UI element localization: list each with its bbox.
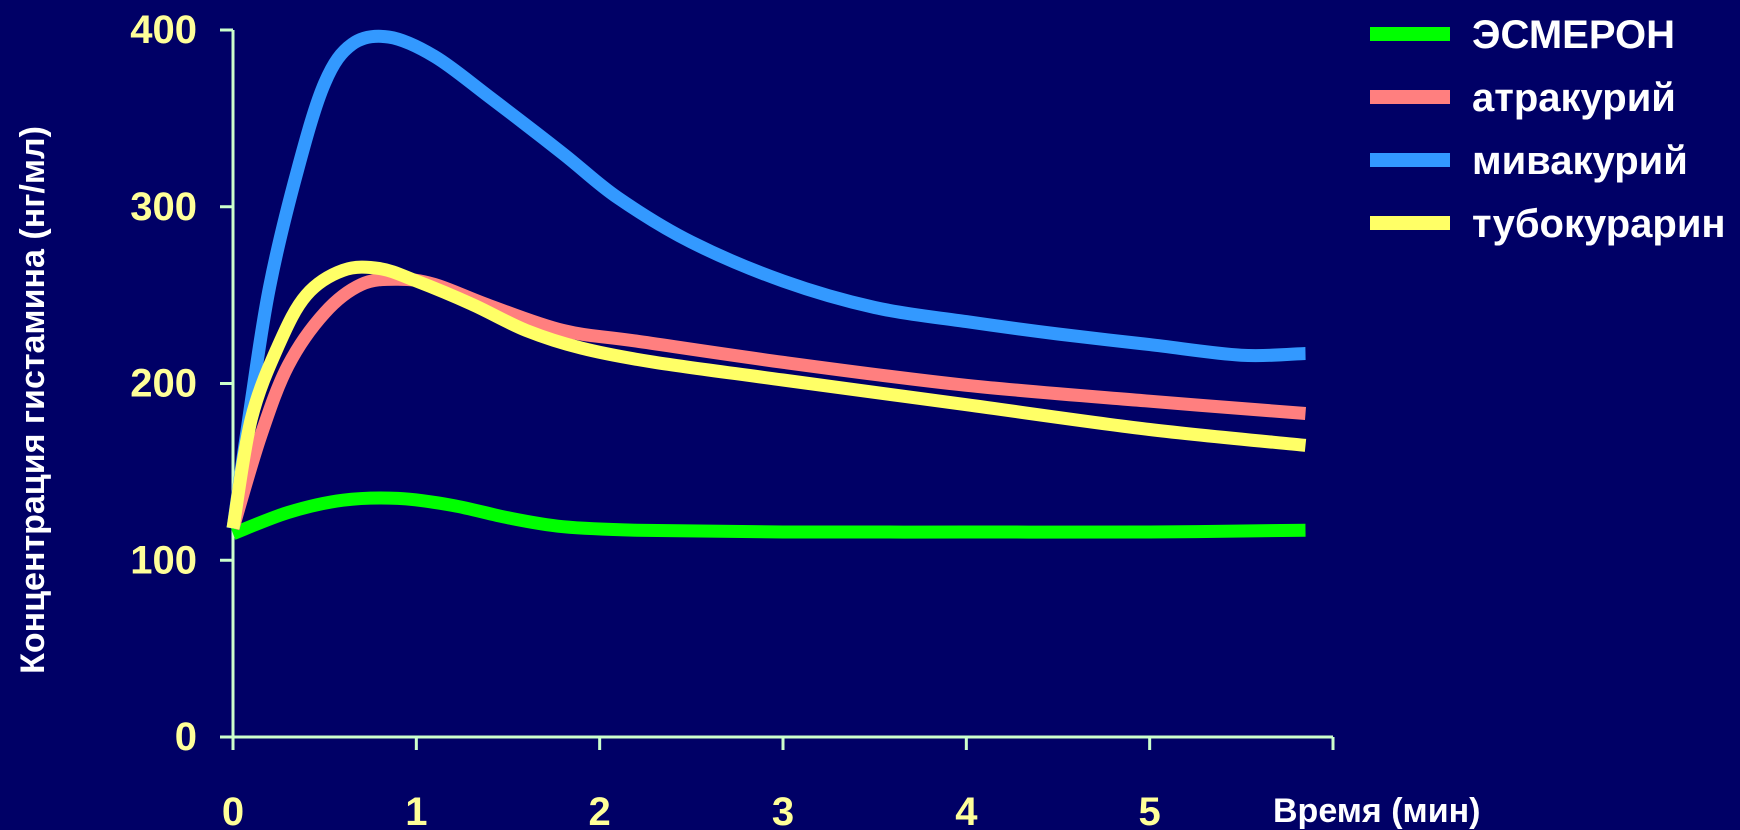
series-line-0	[230, 491, 1306, 540]
legend-swatch-1	[1370, 90, 1450, 104]
y-tick-label: 0	[175, 715, 197, 759]
y-tick-label: 200	[130, 362, 197, 406]
series-line-1	[226, 272, 1306, 531]
x-tick-label: 3	[772, 790, 794, 830]
x-axis-title: Время (мин)	[1273, 792, 1480, 830]
series-group	[226, 29, 1307, 540]
x-tick-label: 2	[589, 790, 611, 830]
y-tick-label: 300	[130, 185, 197, 229]
x-tick-label: 1	[405, 790, 427, 830]
legend-label-2: мивакурий	[1472, 139, 1688, 183]
legend-label-1: атракурий	[1472, 76, 1676, 120]
legend-swatch-2	[1370, 153, 1450, 167]
x-tick-label: 0	[222, 790, 244, 830]
y-tick-label: 400	[130, 8, 197, 52]
legend-swatch-0	[1370, 27, 1450, 41]
x-tick-label: 4	[955, 790, 978, 830]
legend-label-0: ЭСМЕРОН	[1472, 13, 1675, 57]
y-tick-label: 100	[130, 538, 197, 582]
series-line-2	[226, 29, 1306, 530]
legend-label-3: тубокурарин	[1472, 202, 1726, 246]
series-line-3	[226, 260, 1307, 530]
legend-swatch-3	[1370, 216, 1450, 230]
y-axis-title: Концентрация гистамина (нг/мл)	[14, 126, 52, 674]
x-tick-label: 5	[1139, 790, 1161, 830]
legend: ЭСМЕРОН атракурий мивакурий тубокурарин	[1370, 13, 1726, 246]
axes: 0 100 200 300 400 0 1 2 3 4 5	[130, 8, 1335, 830]
